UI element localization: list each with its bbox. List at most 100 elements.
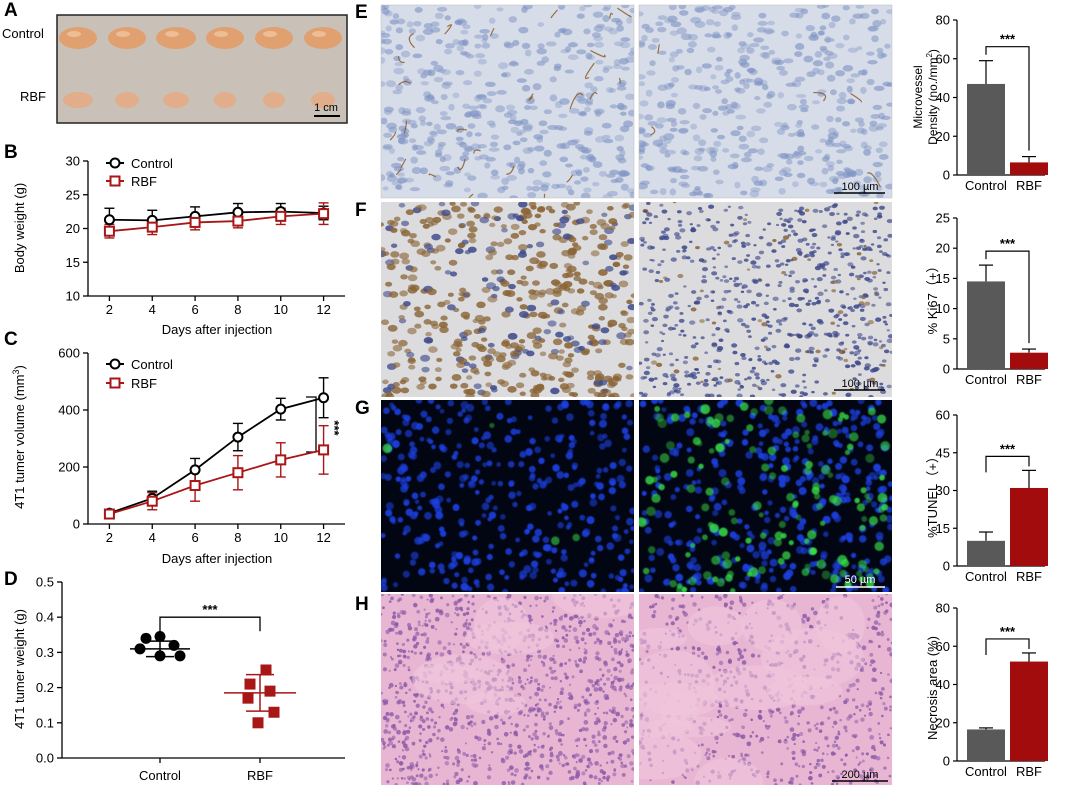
cell-nucleus [385, 629, 390, 635]
cell-nucleus [438, 202, 446, 207]
cell-nucleus [692, 102, 701, 110]
dapi-nucleus [468, 480, 474, 486]
dapi-nucleus [875, 430, 884, 439]
tunel-positive-cell [701, 503, 710, 512]
cell-nucleus [797, 209, 803, 214]
cell-nucleus [814, 380, 819, 384]
cell-nucleus [607, 751, 612, 756]
cell-nucleus [402, 704, 406, 707]
cell-nucleus [885, 9, 892, 14]
cell-nucleus [442, 646, 447, 651]
tunel-positive-cell [819, 520, 826, 526]
cell-nucleus [453, 721, 456, 725]
tunel-positive-cell [867, 407, 876, 416]
ki67-positive-nucleus [567, 288, 576, 294]
ki67-positive-nucleus [387, 219, 395, 226]
cell-nucleus [674, 323, 679, 327]
cell-nucleus [416, 150, 427, 155]
dapi-nucleus [818, 473, 825, 480]
cell-nucleus [527, 735, 531, 739]
tumor-control [304, 27, 342, 49]
cell-nucleus [887, 673, 890, 676]
tunel-positive-cell [768, 472, 777, 480]
tunel-positive-cell [804, 429, 810, 435]
ki67-positive-nucleus [589, 229, 598, 236]
cell-nucleus [384, 10, 393, 17]
tumor-control [206, 27, 244, 49]
cell-nucleus [455, 136, 464, 142]
cell-nucleus [861, 759, 865, 763]
cell-nucleus [402, 649, 407, 654]
cell-nucleus [420, 81, 430, 86]
cell-nucleus [869, 652, 874, 657]
dapi-nucleus [463, 555, 472, 563]
chart-c-point-rbf [318, 444, 330, 456]
cell-nucleus [846, 85, 853, 93]
cell-nucleus [741, 660, 747, 665]
cell-nucleus [543, 149, 552, 157]
cell-nucleus [490, 134, 500, 140]
ki67-positive-nucleus [448, 228, 458, 235]
cell-nucleus [853, 233, 860, 239]
cell-nucleus [842, 350, 846, 354]
cell-nucleus [608, 708, 612, 712]
dapi-nucleus [561, 401, 569, 409]
cell-nucleus [869, 735, 875, 740]
dapi-nucleus [551, 547, 558, 554]
dapi-nucleus [768, 567, 774, 573]
tunel-positive-cell [758, 512, 764, 518]
cell-nucleus [767, 222, 772, 226]
cell-nucleus [747, 32, 754, 38]
cell-nucleus [842, 321, 849, 326]
ki67-positive-nucleus [695, 245, 700, 250]
dapi-nucleus [628, 539, 634, 545]
ki67-positive-nucleus [401, 377, 410, 383]
cell-nucleus [394, 695, 398, 699]
cell-nucleus [394, 663, 400, 668]
cell-nucleus [750, 260, 757, 265]
cell-nucleus [707, 46, 716, 53]
cell-nucleus [858, 120, 865, 127]
dapi-nucleus [385, 509, 393, 517]
cell-nucleus [873, 748, 877, 752]
dapi-nucleus [739, 542, 745, 549]
ki67-positive-nucleus [562, 361, 572, 368]
cell-nucleus [460, 29, 469, 35]
cell-nucleus [557, 738, 563, 743]
cell-nucleus [701, 275, 707, 279]
cell-nucleus [522, 686, 526, 691]
cell-nucleus [582, 781, 587, 785]
cell-nucleus [704, 753, 708, 757]
cell-nucleus [686, 47, 695, 54]
cell-nucleus [805, 25, 815, 32]
cell-nucleus [452, 643, 456, 646]
cell-nucleus [467, 246, 477, 253]
cell-nucleus [594, 655, 600, 661]
dapi-nucleus [616, 474, 625, 483]
chart-b-point-rbf [275, 210, 287, 222]
cell-nucleus [831, 743, 837, 748]
dapi-nucleus [611, 532, 618, 539]
cell-nucleus [431, 233, 441, 241]
ki67-positive-nucleus [481, 355, 491, 363]
ki67-positive-nucleus [881, 363, 886, 367]
cell-nucleus [524, 682, 527, 686]
cell-nucleus [813, 610, 818, 616]
cell-nucleus [792, 602, 797, 606]
ki67-positive-nucleus [561, 249, 571, 257]
cell-nucleus [586, 701, 590, 705]
dapi-nucleus [456, 460, 464, 469]
tumor-highlight [165, 31, 179, 37]
cell-nucleus [858, 761, 862, 765]
cell-nucleus [575, 769, 580, 774]
cell-nucleus [703, 192, 714, 198]
dapi-nucleus [496, 412, 504, 420]
cell-nucleus [676, 249, 681, 253]
cell-nucleus [757, 278, 762, 282]
cell-nucleus [872, 104, 883, 110]
cell-nucleus [476, 736, 482, 742]
tunel-positive-cell [745, 537, 752, 544]
cell-nucleus [562, 733, 565, 737]
tunel-positive-cell [750, 408, 758, 416]
dapi-nucleus [762, 489, 768, 495]
